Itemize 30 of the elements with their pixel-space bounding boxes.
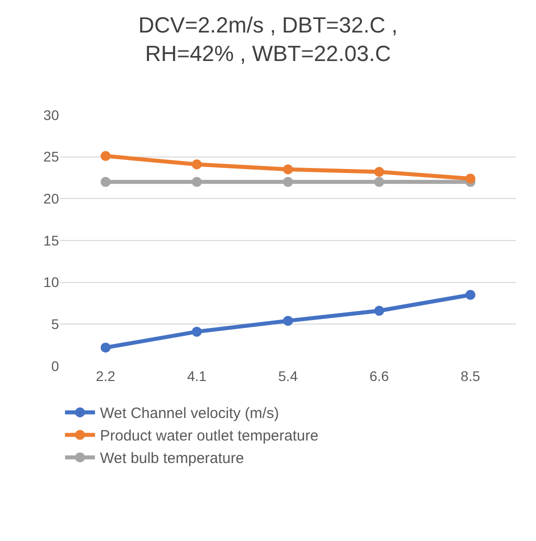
y-tick-label: 15 <box>43 232 60 248</box>
chart-title: DCV=2.2m/s , DBT=32.C , RH=42% , WBT=22.03.C <box>138 12 398 66</box>
point <box>283 316 293 326</box>
y-tick-label: 30 <box>43 106 60 123</box>
point <box>465 174 476 184</box>
point <box>100 176 111 187</box>
y-tick-label: 25 <box>43 148 60 165</box>
x-tick-label: 5.4 <box>278 368 298 384</box>
legend-label: Wet bulb temperature <box>100 450 244 468</box>
y-tick-label: 20 <box>43 190 60 207</box>
x-tick-label: 6.6 <box>369 368 390 384</box>
legend-label: Product water outlet temperature <box>100 428 318 445</box>
point <box>283 176 293 187</box>
y-tick-label: 10 <box>43 274 60 290</box>
point <box>192 326 202 337</box>
x-tick-label: 2.2 <box>96 368 116 384</box>
point <box>374 306 384 316</box>
point <box>374 176 384 187</box>
y-tick-label: 0 <box>51 358 60 374</box>
y-tick-label: 5 <box>51 316 60 332</box>
point <box>100 151 111 161</box>
point <box>192 159 202 170</box>
x-tick-label: 8.5 <box>460 368 480 384</box>
point <box>100 342 111 353</box>
x-tick-label: 4.1 <box>187 368 207 384</box>
point <box>465 290 476 300</box>
point <box>283 164 293 174</box>
point <box>374 166 384 177</box>
legend-label: Wet Channel velocity (m/s) <box>100 405 279 422</box>
point <box>192 176 202 187</box>
